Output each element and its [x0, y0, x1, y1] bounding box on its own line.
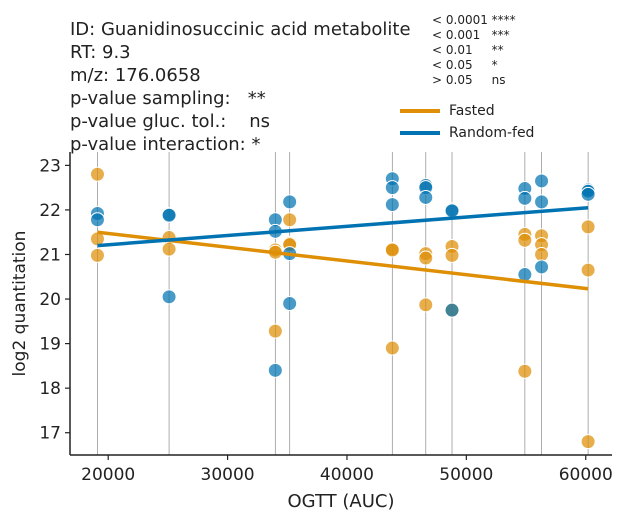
chart-title-block: ID: Guanidinosuccinic acid metabolite RT… — [70, 18, 411, 156]
random-fed-point — [418, 189, 434, 205]
y-tick-label: 22 — [39, 201, 61, 221]
significance-key-row: < 0.0001 **** — [432, 13, 516, 27]
random-fed-point — [161, 289, 177, 305]
fasted-point — [384, 340, 400, 356]
fasted-point — [161, 241, 177, 257]
fasted-point — [580, 262, 596, 278]
fasted-point — [282, 212, 298, 228]
random-fed-point — [89, 212, 105, 228]
random-fed-point — [161, 207, 177, 223]
fasted-point — [444, 247, 460, 263]
fasted-point — [580, 219, 596, 235]
random-fed-point — [282, 194, 298, 210]
fasted-point — [580, 434, 596, 450]
p-value-glucose-tolerance: p-value gluc. tol.: ns — [70, 111, 271, 132]
significance-key: < 0.0001 **** < 0.001 *** < 0.01 ** < 0.… — [432, 13, 516, 88]
significance-key-row: < 0.01 ** — [432, 43, 504, 57]
significance-key-row: < 0.001 *** — [432, 28, 510, 42]
y-tick-label: 17 — [39, 424, 61, 444]
x-tick-label: 60000 — [559, 465, 613, 485]
significance-key-row: < 0.05 * — [432, 58, 498, 72]
x-tick-label: 50000 — [439, 465, 493, 485]
random-fed-point — [267, 362, 283, 378]
random-fed-point — [282, 296, 298, 311]
p-value-sampling: p-value sampling: ** — [70, 88, 266, 109]
y-tick-label: 18 — [39, 379, 61, 399]
x-tick-label: 40000 — [320, 465, 374, 485]
y-tick-label: 19 — [39, 335, 61, 355]
fasted-point — [517, 363, 533, 379]
legend-swatch-fasted — [400, 109, 440, 113]
chart-legend: Fasted Random-fed — [400, 100, 534, 144]
legend-entry-fasted: Fasted — [400, 100, 534, 122]
fasted-point — [418, 297, 434, 313]
random-fed-point — [384, 197, 400, 213]
x-tick-label: 20000 — [81, 465, 135, 485]
random-fed-point — [444, 302, 460, 318]
fasted-point — [517, 232, 533, 248]
fasted-point — [89, 231, 105, 247]
random-fed-point — [534, 194, 550, 210]
y-axis-label: log2 quantitation — [10, 231, 30, 377]
legend-label-random-fed: Random-fed — [449, 125, 535, 141]
fasted-point — [418, 250, 434, 266]
x-tick-label: 30000 — [201, 465, 255, 485]
legend-swatch-random-fed — [400, 131, 440, 135]
legend-label-fasted: Fasted — [449, 103, 495, 119]
random-fed-point — [444, 203, 460, 219]
retention-time: RT: 9.3 — [70, 42, 131, 63]
legend-entry-random-fed: Random-fed — [400, 122, 534, 144]
random-fed-point — [534, 259, 550, 275]
fasted-point — [89, 166, 105, 182]
fasted-point — [384, 242, 400, 258]
random-fed-point — [580, 186, 596, 202]
p-value-interaction: p-value interaction: * — [70, 134, 261, 155]
metabolite-id: ID: Guanidinosuccinic acid metabolite — [70, 19, 411, 40]
y-tick-label: 23 — [39, 156, 61, 176]
y-tick-label: 20 — [39, 290, 61, 310]
random-fed-point — [517, 190, 533, 206]
fasted-fit-line — [97, 230, 589, 291]
y-tick-label: 21 — [39, 245, 61, 265]
fasted-point — [534, 246, 550, 262]
random-fed-point — [384, 180, 400, 196]
fasted-point — [267, 323, 283, 339]
significance-key-row: > 0.05 ns — [432, 73, 506, 87]
mass-to-charge: m/z: 176.0658 — [70, 65, 201, 86]
random-fed-point — [534, 173, 550, 189]
random-fed-fit-line — [97, 205, 589, 248]
x-axis-label: OGTT (AUC) — [288, 491, 395, 512]
fasted-point — [89, 247, 105, 263]
